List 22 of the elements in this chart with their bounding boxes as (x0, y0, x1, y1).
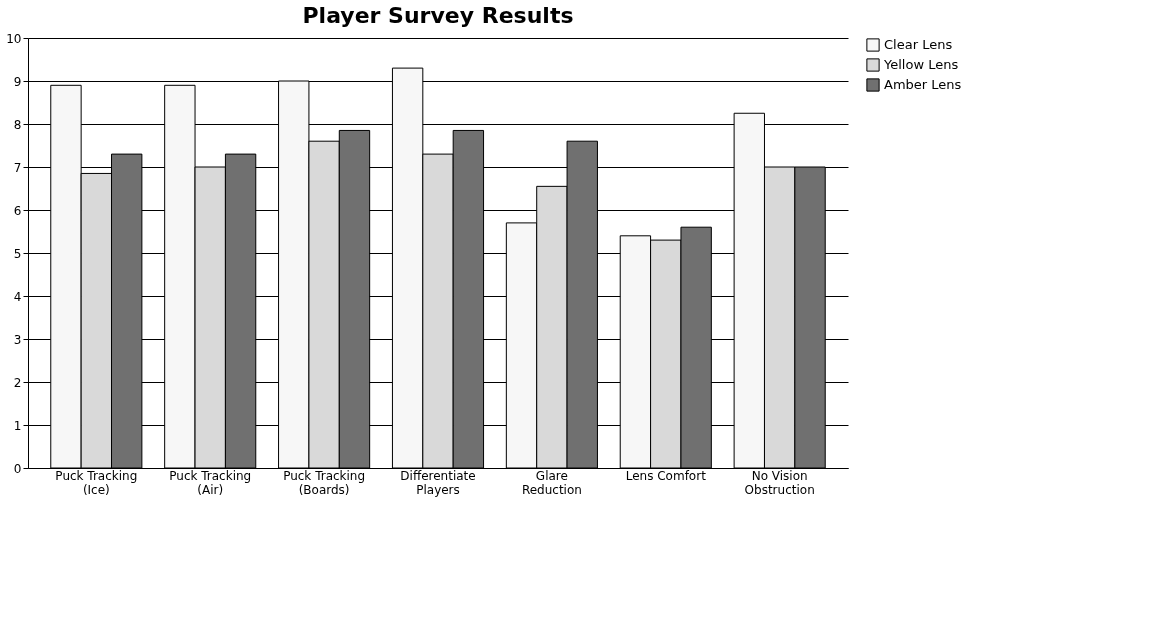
y-tick-label: 3 (13, 332, 22, 347)
x-tick-label: Puck Tracking (Boards) (283, 468, 366, 497)
y-tick-label: 0 (13, 461, 22, 476)
legend-label: Yellow Lens (883, 57, 959, 72)
x-tick-label: Differentiate Players (400, 468, 476, 497)
y-tick-label: 7 (13, 160, 22, 175)
x-tick-label: Puck Tracking (Air) (169, 468, 252, 497)
y-tick-label: 5 (13, 246, 22, 261)
x-tick-label: No Vision Obstruction (744, 468, 815, 497)
legend-label: Clear Lens (884, 37, 953, 52)
y-tick-label: 6 (13, 203, 22, 218)
y-tick-label: 9 (13, 74, 22, 89)
y-tick-label: 4 (13, 289, 22, 304)
y-tick-label: 1 (13, 418, 22, 433)
legend-label: Amber Lens (884, 77, 962, 92)
y-tick-label: 8 (13, 117, 22, 132)
x-tick-label: Glare Reduction (521, 468, 582, 497)
chart-title: Player Survey Results (302, 3, 574, 28)
y-tick-label: 2 (13, 375, 22, 390)
x-tick-label: Lens Comfort (625, 468, 707, 483)
y-tick-label: 10 (6, 31, 22, 46)
x-tick-label: Puck Tracking (Ice) (55, 468, 138, 497)
